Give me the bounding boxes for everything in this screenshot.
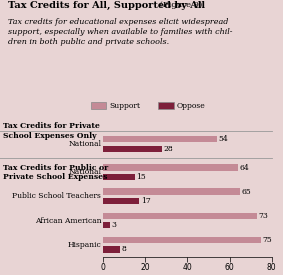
Bar (103, 246, 120, 252)
Text: 75: 75 (263, 236, 273, 244)
Bar (103, 146, 162, 152)
Text: Tax Credits for Private
School Expenses Only: Tax Credits for Private School Expenses … (3, 122, 100, 140)
Bar (103, 222, 110, 229)
Bar (103, 236, 261, 243)
Text: Hispanic: Hispanic (67, 241, 101, 249)
Bar (103, 136, 217, 142)
Bar (103, 198, 139, 204)
Text: 28: 28 (164, 145, 174, 153)
Bar (103, 164, 238, 170)
Bar (103, 188, 240, 195)
Text: Support: Support (109, 102, 140, 110)
Text: 65: 65 (242, 188, 252, 196)
Text: 73: 73 (259, 211, 269, 220)
Text: Tax Credits for Public or
Private School Expenses: Tax Credits for Public or Private School… (3, 164, 108, 182)
Text: Tax credits for educational expenses elicit widespread
support, especially when : Tax credits for educational expenses eli… (8, 18, 233, 46)
Text: 15: 15 (137, 173, 146, 181)
Text: National: National (68, 168, 101, 177)
Text: Oppose: Oppose (177, 102, 206, 110)
Text: African American: African American (35, 216, 101, 224)
Text: 8: 8 (122, 246, 127, 254)
Text: 17: 17 (141, 197, 151, 205)
Text: Tax Credits for All, Supported by All: Tax Credits for All, Supported by All (8, 1, 206, 10)
Text: Public School Teachers: Public School Teachers (12, 192, 101, 200)
Text: 54: 54 (219, 135, 228, 143)
Text: National: National (68, 140, 101, 148)
Bar (103, 213, 257, 219)
Text: 3: 3 (111, 221, 116, 229)
Text: 64: 64 (240, 164, 249, 172)
Bar (103, 174, 135, 180)
Text: (Figure 9): (Figure 9) (157, 1, 202, 9)
